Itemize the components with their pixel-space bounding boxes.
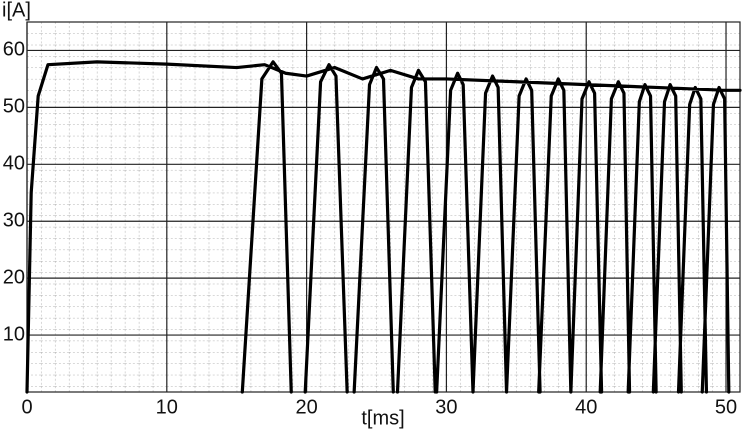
y-tick-label: 30 — [3, 210, 25, 232]
x-tick-label: 20 — [295, 396, 317, 418]
current-trace — [25, 60, 742, 394]
x-tick-label: 40 — [575, 396, 597, 418]
x-tick-label: 0 — [21, 396, 32, 418]
x-tick-label: 50 — [715, 396, 737, 418]
y-tick-label: 20 — [3, 266, 25, 288]
y-tick-label: 10 — [3, 323, 25, 345]
y-tick-label: 60 — [3, 39, 25, 61]
x-tick-label: 30 — [435, 396, 457, 418]
x-tick-label: 10 — [156, 396, 178, 418]
y-tick-label: 50 — [3, 96, 25, 118]
x-axis-label: t[ms] — [361, 407, 404, 429]
y-axis-label: i[A] — [2, 0, 31, 21]
y-tick-label: 40 — [3, 153, 25, 175]
